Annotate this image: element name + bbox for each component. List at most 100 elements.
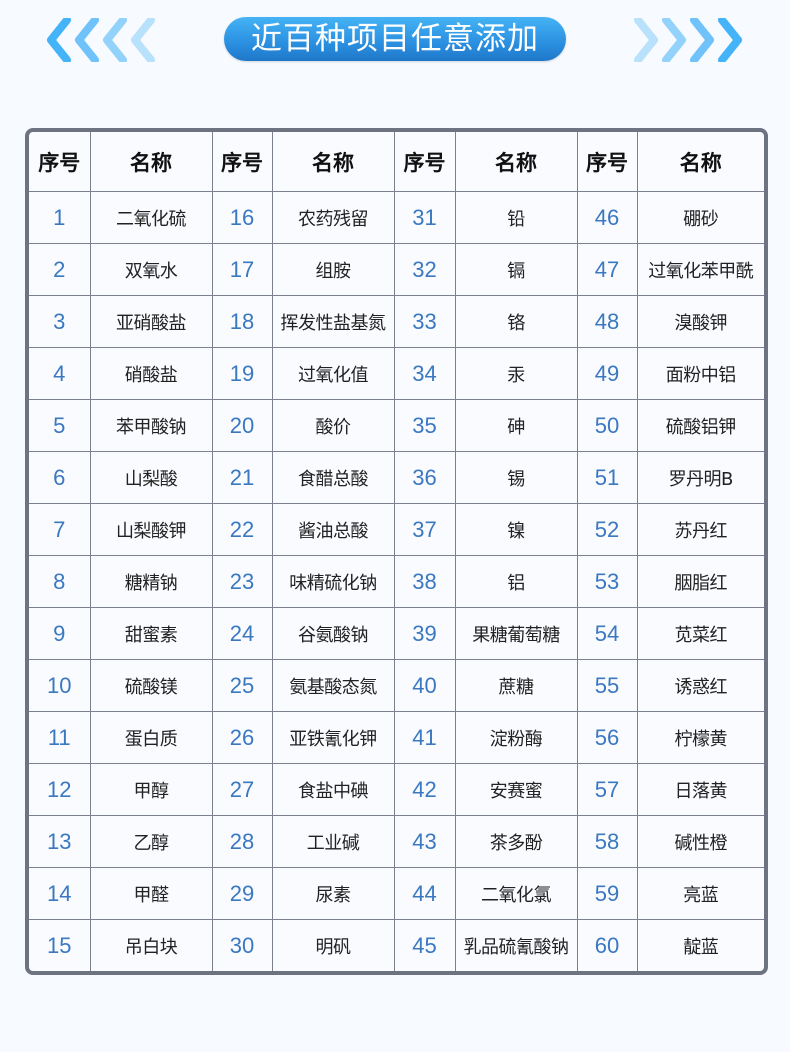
item-number: 42 — [393, 763, 456, 816]
table-row: 2 双氧水 17 组胺 32 镉 47 过氧化苯甲酰 — [29, 243, 764, 296]
item-number: 53 — [576, 555, 638, 608]
item-number: 11 — [29, 711, 91, 764]
item-name: 食盐中碘 — [271, 763, 395, 816]
item-number: 47 — [576, 243, 638, 296]
header-number: 序号 — [576, 132, 638, 192]
item-number: 56 — [576, 711, 638, 764]
item-name: 镍 — [454, 503, 578, 556]
item-name: 蛋白质 — [89, 711, 213, 764]
header-name: 名称 — [89, 132, 213, 192]
header-row: 序号 名称 序号 名称 序号 名称 序号 名称 — [29, 132, 764, 192]
table-row: 14 甲醛 29 尿素 44 二氧化氯 59 亮蓝 — [29, 867, 764, 920]
item-name: 安赛蜜 — [454, 763, 578, 816]
item-name: 碱性橙 — [636, 815, 764, 868]
item-name: 谷氨酸钠 — [271, 607, 395, 660]
item-number: 45 — [393, 919, 456, 971]
item-name: 二氧化氯 — [454, 867, 578, 920]
item-name: 铅 — [454, 191, 578, 244]
item-number: 18 — [211, 295, 273, 348]
item-name: 二氧化硫 — [89, 191, 213, 244]
chevrons-right-icon — [630, 18, 744, 62]
item-name: 苏丹红 — [636, 503, 764, 556]
item-name: 镉 — [454, 243, 578, 296]
item-name: 食醋总酸 — [271, 451, 395, 504]
table-row: 8 糖精钠 23 味精硫化钠 38 铝 53 胭脂红 — [29, 555, 764, 608]
table-row: 4 硝酸盐 19 过氧化值 34 汞 49 面粉中铝 — [29, 347, 764, 400]
item-name: 甜蜜素 — [89, 607, 213, 660]
header-number: 序号 — [211, 132, 273, 192]
item-name: 糖精钠 — [89, 555, 213, 608]
item-number: 27 — [211, 763, 273, 816]
item-number: 46 — [576, 191, 638, 244]
item-name: 靛蓝 — [636, 919, 764, 971]
item-number: 57 — [576, 763, 638, 816]
item-name: 甲醛 — [89, 867, 213, 920]
item-number: 48 — [576, 295, 638, 348]
item-number: 17 — [211, 243, 273, 296]
item-number: 55 — [576, 659, 638, 712]
item-name: 果糖葡萄糖 — [454, 607, 578, 660]
item-name: 尿素 — [271, 867, 395, 920]
item-name: 酱油总酸 — [271, 503, 395, 556]
item-number: 49 — [576, 347, 638, 400]
header-name: 名称 — [271, 132, 395, 192]
item-name: 山梨酸 — [89, 451, 213, 504]
item-name: 亚硝酸盐 — [89, 295, 213, 348]
item-name: 明矾 — [271, 919, 395, 971]
header-name: 名称 — [636, 132, 764, 192]
item-number: 39 — [393, 607, 456, 660]
chevrons-left-icon — [45, 18, 159, 62]
item-number: 31 — [393, 191, 456, 244]
item-name: 砷 — [454, 399, 578, 452]
item-name: 淀粉酶 — [454, 711, 578, 764]
item-number: 15 — [29, 919, 91, 971]
item-number: 28 — [211, 815, 273, 868]
item-name: 硼砂 — [636, 191, 764, 244]
item-number: 7 — [29, 503, 91, 556]
item-name: 过氧化苯甲酰 — [636, 243, 764, 296]
item-name: 硝酸盐 — [89, 347, 213, 400]
item-number: 4 — [29, 347, 91, 400]
item-name: 罗丹明B — [636, 451, 764, 504]
item-number: 24 — [211, 607, 273, 660]
item-number: 8 — [29, 555, 91, 608]
item-number: 20 — [211, 399, 273, 452]
item-number: 21 — [211, 451, 273, 504]
item-number: 9 — [29, 607, 91, 660]
item-name: 铬 — [454, 295, 578, 348]
table-row: 15 吊白块 30 明矾 45 乳品硫氰酸钠 60 靛蓝 — [29, 919, 764, 971]
item-number: 54 — [576, 607, 638, 660]
table-row: 9 甜蜜素 24 谷氨酸钠 39 果糖葡萄糖 54 苋菜红 — [29, 607, 764, 660]
item-number: 2 — [29, 243, 91, 296]
item-number: 38 — [393, 555, 456, 608]
item-name: 乙醇 — [89, 815, 213, 868]
item-number: 22 — [211, 503, 273, 556]
item-name: 溴酸钾 — [636, 295, 764, 348]
table-row: 13 乙醇 28 工业碱 43 茶多酚 58 碱性橙 — [29, 815, 764, 868]
item-number: 13 — [29, 815, 91, 868]
item-number: 35 — [393, 399, 456, 452]
item-number: 52 — [576, 503, 638, 556]
item-number: 16 — [211, 191, 273, 244]
item-number: 1 — [29, 191, 91, 244]
item-name: 亚铁氰化钾 — [271, 711, 395, 764]
item-name: 胭脂红 — [636, 555, 764, 608]
item-number: 25 — [211, 659, 273, 712]
item-name: 锡 — [454, 451, 578, 504]
item-number: 23 — [211, 555, 273, 608]
item-number: 40 — [393, 659, 456, 712]
item-number: 5 — [29, 399, 91, 452]
header-number: 序号 — [393, 132, 456, 192]
item-number: 58 — [576, 815, 638, 868]
item-name: 日落黄 — [636, 763, 764, 816]
item-number: 36 — [393, 451, 456, 504]
item-name: 组胺 — [271, 243, 395, 296]
item-number: 60 — [576, 919, 638, 971]
item-number: 29 — [211, 867, 273, 920]
item-number: 59 — [576, 867, 638, 920]
item-number: 10 — [29, 659, 91, 712]
item-name: 味精硫化钠 — [271, 555, 395, 608]
item-name: 苯甲酸钠 — [89, 399, 213, 452]
item-number: 33 — [393, 295, 456, 348]
table-row: 11 蛋白质 26 亚铁氰化钾 41 淀粉酶 56 柠檬黄 — [29, 711, 764, 764]
